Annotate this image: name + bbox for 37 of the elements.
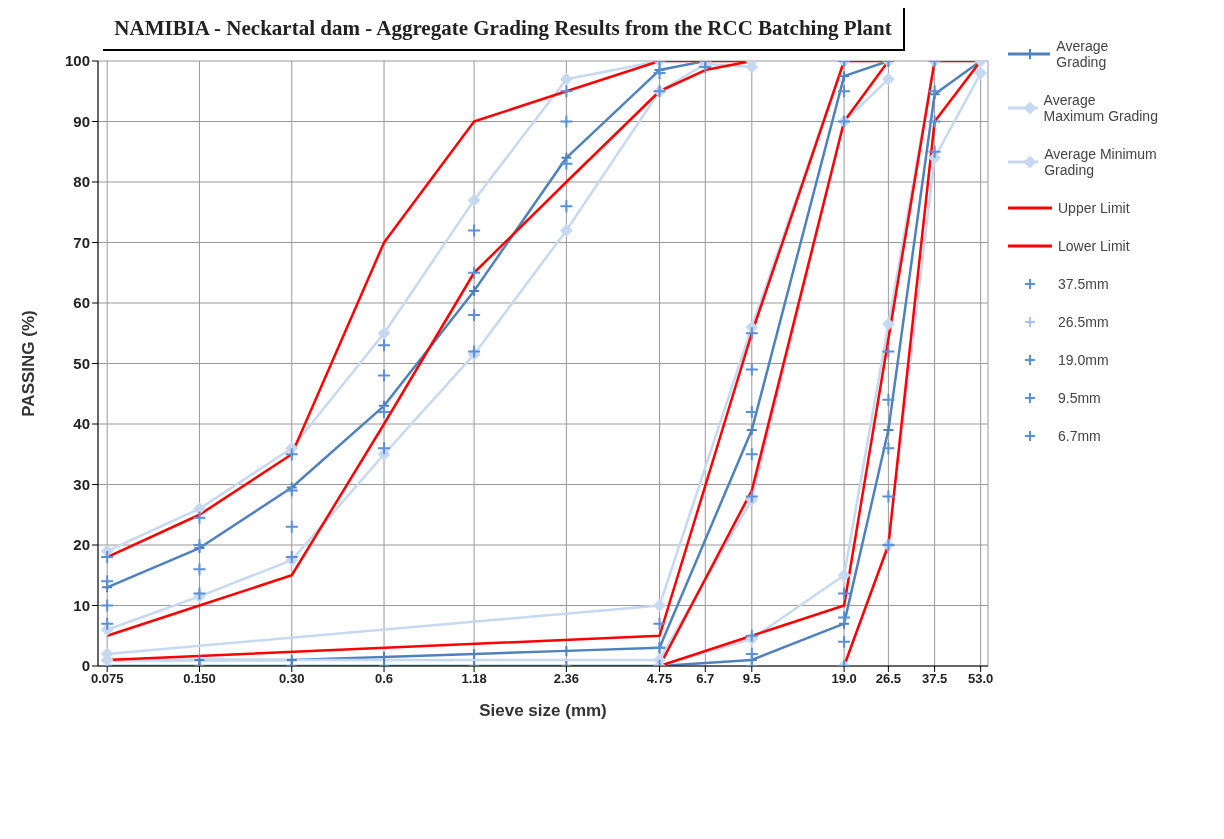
legend-label: Average Grading [1056,38,1110,70]
x-tick-label: 26.5 [875,671,902,687]
legend-label: Average Maximum Grading [1043,92,1158,124]
legend-label: Lower Limit [1058,238,1130,254]
y-tick-label: 90 [73,112,90,130]
x-tick-label: 9.5 [742,671,761,687]
x-axis-title: Sieve size (mm) [479,701,607,720]
legend-label: 19.0mm [1058,352,1109,368]
x-tick-label: 0.6 [375,671,394,687]
y-tick-label: 60 [73,294,90,312]
x-tick-label: 6.7 [696,671,715,687]
x-tick-label: 37.5 [921,671,948,687]
y-tick-label: 70 [73,233,90,251]
x-tick-label: 0.30 [279,671,305,687]
y-tick-label: 20 [73,536,90,554]
legend-label: 9.5mm [1058,390,1101,406]
x-tick-label: 4.75 [646,671,673,687]
legend-label: Average Minimum Grading [1044,146,1158,178]
y-tick-label: 10 [73,596,90,614]
y-axis-title: PASSING (%) [19,310,39,417]
x-tick-label: 19.0 [831,671,857,687]
y-tick-label: 50 [73,354,90,372]
legend-label: Upper Limit [1058,200,1130,216]
x-tick-label: 53.0 [968,671,994,687]
legend-label: 37.5mm [1058,276,1109,292]
x-tick-label: 0.075 [90,671,124,687]
y-tick-label: 80 [73,173,90,191]
legend-label: 26.5mm [1058,314,1109,330]
y-tick-label: 0 [81,657,90,675]
chart-title: NAMIBIA - Neckartal dam - Aggregate Grading Results from the RCC Batching Plant [103,8,905,51]
y-tick-label: 40 [73,415,90,433]
y-tick-label: 100 [64,52,90,70]
x-tick-label: 2.36 [553,671,580,687]
x-tick-label: 0.150 [183,671,216,687]
y-tick-label: 30 [73,475,90,493]
legend-label: 6.7mm [1058,428,1101,444]
x-tick-label: 1.18 [461,671,487,687]
